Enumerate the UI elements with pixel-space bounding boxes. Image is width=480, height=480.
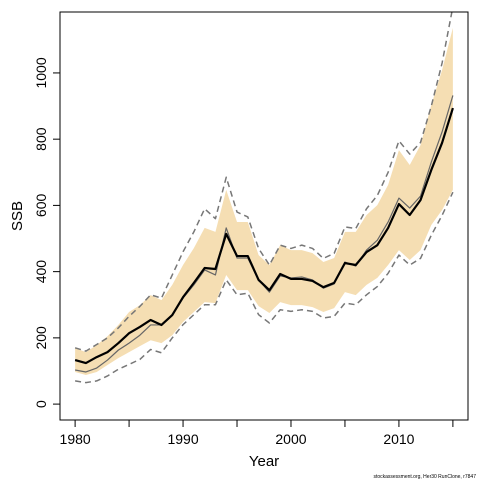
x-axis-label: Year bbox=[249, 453, 279, 470]
interval-line bbox=[74, 12, 453, 352]
plot-frame bbox=[59, 11, 469, 421]
y-tick-label: 1000 bbox=[33, 57, 49, 88]
y-axis-label: SSB bbox=[9, 201, 26, 231]
x-tick-label: 2000 bbox=[275, 431, 306, 447]
x-tick-label: 2010 bbox=[383, 431, 414, 447]
estimate-line bbox=[74, 107, 454, 365]
footer: stockassessment.org, Her30 RunClone, r78… bbox=[373, 474, 476, 480]
y-tick-label: 800 bbox=[33, 127, 49, 151]
y-tick-label: 600 bbox=[33, 194, 49, 218]
y-tick-label: 400 bbox=[33, 260, 49, 284]
plot-area bbox=[74, 12, 454, 384]
y-tick-label: 0 bbox=[33, 400, 49, 408]
x-tick-label: 1990 bbox=[167, 431, 198, 447]
x-tick-label: 1980 bbox=[60, 431, 91, 447]
y-tick-label: 200 bbox=[33, 326, 49, 350]
confidence-band bbox=[75, 27, 453, 375]
